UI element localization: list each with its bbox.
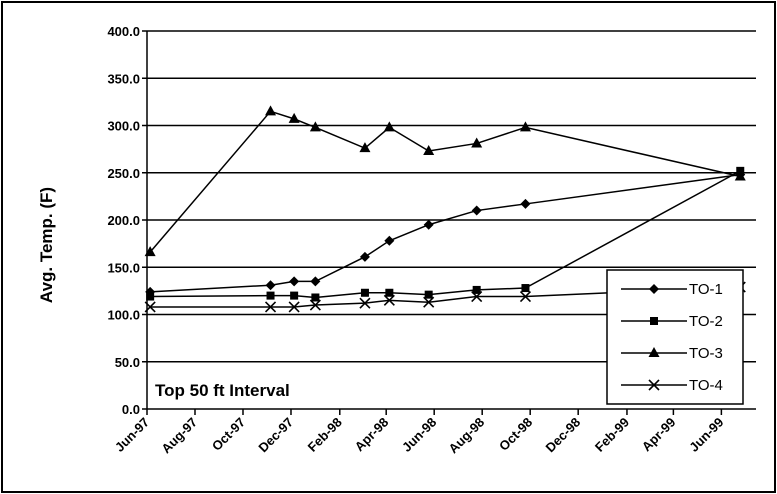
series-to-4-point bbox=[144, 301, 156, 313]
series-to-2-point bbox=[472, 285, 481, 294]
x-marker-stroke bbox=[423, 296, 435, 308]
series-to-1-point bbox=[384, 235, 395, 246]
series-line-to-2 bbox=[150, 170, 741, 299]
series-to-4-point bbox=[423, 296, 435, 308]
x-marker-stroke bbox=[144, 301, 156, 313]
legend-to-2-point bbox=[650, 317, 658, 325]
series-to-2-point bbox=[146, 292, 155, 301]
series-to-4-point bbox=[264, 301, 277, 313]
y-tick-label: 200.0 bbox=[107, 213, 140, 228]
legend-item-to-3: TO-3 bbox=[621, 345, 723, 362]
legend-to-4-point bbox=[648, 379, 660, 391]
series-to-3-point bbox=[383, 121, 395, 132]
series-to-4-point bbox=[288, 301, 300, 313]
series-to-2-point bbox=[311, 293, 320, 302]
series-to-3-point bbox=[519, 121, 531, 132]
x-marker-stroke bbox=[264, 301, 277, 313]
y-tick-label: 350.0 bbox=[107, 71, 140, 86]
legend-item-to-2: TO-2 bbox=[621, 313, 723, 330]
y-axis-label: Avg. Temp. (F) bbox=[37, 187, 56, 303]
x-marker-stroke bbox=[359, 297, 371, 309]
x-marker-stroke bbox=[471, 290, 483, 303]
y-tick-label: 150.0 bbox=[107, 260, 140, 275]
series-to-2-point bbox=[385, 288, 394, 297]
series-to-2 bbox=[146, 166, 745, 302]
series-to-2-point bbox=[424, 290, 433, 299]
series-to-3-point bbox=[265, 105, 277, 116]
x-marker-stroke bbox=[309, 299, 321, 311]
series-to-1-point bbox=[471, 205, 482, 216]
legend-box bbox=[606, 269, 744, 405]
interval-annotation: Top 50 ft Interval bbox=[155, 381, 290, 400]
x-marker-stroke bbox=[288, 301, 300, 313]
x-marker-stroke bbox=[519, 290, 532, 303]
series-to-4-point bbox=[383, 294, 395, 306]
series-to-1-point bbox=[310, 276, 321, 287]
series-to-1-point bbox=[423, 219, 434, 230]
series-to-2-point bbox=[360, 288, 369, 297]
series-to-4-point bbox=[309, 299, 321, 311]
series-to-3-point bbox=[309, 121, 321, 132]
series-to-3-point bbox=[423, 145, 435, 156]
series-layer bbox=[144, 105, 746, 313]
series-to-3-point bbox=[359, 142, 371, 153]
y-tick-label: 400.0 bbox=[107, 24, 140, 39]
legend-item-to-1: TO-1 bbox=[621, 281, 723, 298]
series-line-to-3 bbox=[149, 110, 741, 253]
legend-to-1-point bbox=[649, 284, 659, 294]
series-to-4-point bbox=[519, 290, 532, 303]
series-to-1-point bbox=[359, 251, 370, 262]
series-to-2-point bbox=[521, 284, 530, 293]
y-tick-label: 250.0 bbox=[107, 166, 140, 181]
series-to-2-point bbox=[290, 291, 299, 300]
series-to-1-point bbox=[265, 280, 276, 291]
legend-label: TO-1 bbox=[689, 281, 723, 298]
series-to-4-point bbox=[359, 297, 371, 309]
series-to-1-point bbox=[520, 198, 531, 209]
series-line-to-1 bbox=[150, 173, 741, 293]
legend-label: TO-3 bbox=[689, 345, 723, 362]
series-to-1 bbox=[145, 169, 746, 297]
y-tick-label: 50.0 bbox=[115, 355, 140, 370]
legend-to-3-point bbox=[648, 347, 660, 357]
series-to-3-point bbox=[288, 112, 300, 123]
legend: TO-1 TO-2 TO-3 TO-4 bbox=[606, 269, 744, 405]
series-to-3-point bbox=[471, 137, 483, 148]
series-to-1-point bbox=[289, 276, 300, 287]
y-tick-label: 300.0 bbox=[107, 119, 140, 134]
series-to-3 bbox=[144, 105, 746, 257]
legend-label: TO-4 bbox=[689, 377, 723, 394]
series-line-to-4 bbox=[150, 286, 741, 308]
y-ticks: 0.0 50.0 100.0 150.0 200.0 250.0 300.0 350.0 400… bbox=[107, 24, 147, 417]
legend-item-to-4: TO-4 bbox=[621, 377, 723, 394]
y-tick-label: 100.0 bbox=[107, 308, 140, 323]
y-tick-label: 0.0 bbox=[122, 402, 140, 417]
series-to-3-point bbox=[144, 246, 156, 257]
series-to-3-point bbox=[734, 170, 746, 181]
series-to-4-point bbox=[471, 290, 483, 303]
x-marker-stroke bbox=[383, 294, 395, 306]
series-to-2-point bbox=[266, 291, 275, 300]
legend-label: TO-2 bbox=[689, 313, 723, 330]
x-marker-stroke bbox=[648, 379, 660, 391]
